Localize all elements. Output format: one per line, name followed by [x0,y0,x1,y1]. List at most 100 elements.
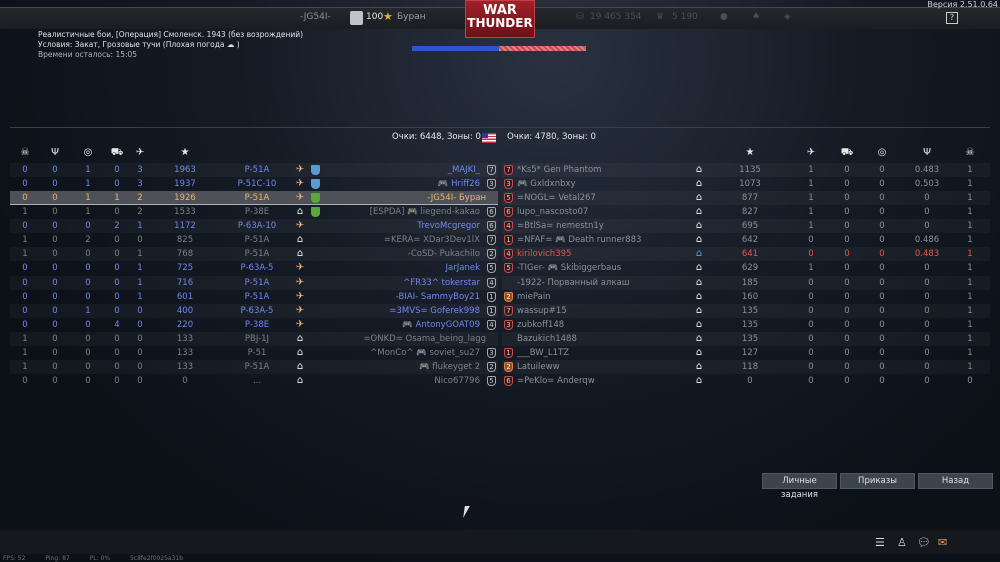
stat-cell: 0 [844,277,850,288]
parachute-icon: ⌂ [695,192,703,204]
score-cell: 0 [747,376,753,387]
player-name[interactable]: 🎮 flukeyget 2 [419,361,480,372]
back-button[interactable]: Назад [918,473,993,489]
table-row[interactable]: 7 wassup#15 ⌂ 135 0 0 0 0 1 [502,304,990,318]
table-row[interactable]: 2 Latuileww ⌂ 118 0 0 0 0 1 [502,360,990,374]
player-name[interactable]: ^FR33^ tokerstar [403,277,480,288]
table-row[interactable]: 1 0 0 0 0 133 P-51 ⌂ ^MonCo^ 🎮 soviet_su27 3 [10,346,498,360]
player-name[interactable]: _MAJKI_ [447,165,480,175]
personal-tasks-button[interactable]: Личные задания [762,473,837,500]
table-row[interactable]: 4 =BtlSa= nemestn1y ⌂ 695 1 0 0 0 1 [502,219,990,233]
table-row[interactable]: 1 0 2 0 0 825 P-51A ⌂ =KERA= XDar3Dev1lX 7 [10,233,498,247]
player-name[interactable]: 🎮 Gxldxnbxy [517,179,576,190]
player-name[interactable]: Bazukich1488 [517,333,577,344]
table-row[interactable]: 3 zubkoff148 ⌂ 135 0 0 0 0 1 [502,318,990,332]
player-name[interactable]: miePain [517,291,551,302]
squad-badge-icon [311,207,320,218]
player-name[interactable]: -BIAI- SammyBoy21 [395,291,480,302]
score-cell: 725 [176,263,194,274]
player-name[interactable]: Latuileww [517,361,560,372]
stat-cell: 1 [967,361,973,372]
stat-cell: 0 [924,193,930,204]
table-row[interactable]: 1 ___BW_L1TZ ⌂ 127 0 0 0 0 1 [502,346,990,360]
parachute-icon: ⌂ [695,332,703,344]
list-icon[interactable]: ☰ [875,536,885,549]
table-row[interactable]: 5 =NOGL= Vetal267 ⌂ 877 1 0 0 0 1 [502,191,990,205]
player-name[interactable]: *Ks5* Gen Phantom [517,165,602,175]
table-row[interactable]: 0 0 1 0 3 1963 P-51A ✈ _MAJKI_ 7 [10,163,498,177]
parachute-icon: ⌂ [695,248,703,260]
table-row[interactable]: 0 0 0 2 1 1172 P-63A-10 ✈ TrevoMcgregor 6 [10,219,498,233]
stat-cell: 1 [967,179,973,190]
vehicle-name: P-51A [244,165,270,175]
table-row[interactable]: 0 0 1 0 3 1937 P-51C-10 ✈ 🎮 Hriff26 3 [10,177,498,191]
player-name[interactable]: TrevoMcgregor [417,221,480,232]
table-row[interactable]: 0 0 0 4 0 220 P-38E ✈ 🎮 AntonyGOAT09 4 [10,318,498,332]
table-row[interactable]: 3 🎮 Gxldxnbxy ⌂ 1073 1 0 0 0.503 1 [502,177,990,191]
player-name[interactable]: =NFAF= 🎮 Death runner883 [517,235,642,246]
table-row[interactable]: 1 0 0 0 1 768 P-51A ⌂ -CoSD- Pukachilo 2 [10,247,498,261]
player-name[interactable]: -CoSD- Pukachilo [407,249,480,260]
rank-icon: 4 [504,249,513,260]
table-row[interactable]: 0 0 0 0 1 725 P-63A-5 ✈ JarJanek 5 [10,261,498,275]
player-name[interactable]: -TIGer- 🎮 Skibiggerbaus [517,263,622,274]
table-row[interactable]: 5 -TIGer- 🎮 Skibiggerbaus ⌂ 629 1 0 0 0 1 [502,261,990,275]
player-name[interactable]: =ONKD= Osama_being_lagg [363,333,486,344]
mail-icon[interactable]: ✉ [938,536,948,549]
vehicle-name: ... [252,376,262,387]
player-name[interactable]: wassup#15 [517,305,567,316]
table-row[interactable]: 7 *Ks5* Gen Phantom ⌂ 1135 1 0 0 0.483 1 [502,163,990,177]
player-name[interactable]: 🎮 Hriff26 [437,179,480,190]
stat-cell: 0 [808,235,814,246]
table-row[interactable]: 2 miePain ⌂ 160 0 0 0 0 1 [502,290,990,304]
stat-cell: 0.483 [914,165,940,175]
table-row[interactable]: 1 =NFAF= 🎮 Death runner883 ⌂ 642 0 0 0 0.486 1 [502,233,990,247]
orders-button[interactable]: Приказы [840,473,915,489]
table-row[interactable]: 1 0 0 0 0 133 PBJ-1J ⌂ =ONKD= Osama_being_lagg [10,332,498,346]
table-row[interactable]: 4 kirilovich395 ⌂ 641 0 0 0 0.483 1 [502,247,990,261]
table-row[interactable]: 0 0 0 0 1 716 P-51A ✈ ^FR33^ tokerstar 4 [10,276,498,290]
table-row[interactable]: 0 0 1 0 0 400 P-63A-5 ✈ =3MVS= Goferek998 1 [10,304,498,318]
player-name[interactable]: [ESPDA] 🎮 liegend-kakao [369,207,480,218]
table-row[interactable]: Bazukich1488 ⌂ 135 0 0 0 0 1 [502,332,990,346]
eagles-balance: 5 190 [672,12,698,22]
rank-icon: 4 [487,319,496,330]
stat-cell: 0 [52,193,58,204]
avatar[interactable] [350,11,363,25]
player-name[interactable]: =NOGL= Vetal267 [517,193,596,204]
stat-cell: 0 [114,207,120,218]
player-name[interactable]: JarJanek [445,263,480,274]
score-cell: 133 [176,333,194,344]
player-name[interactable]: -1922- Порванный алкаш [517,277,630,288]
chat-icon[interactable]: 💬︎ [917,536,931,549]
player-name[interactable]: =BtlSa= nemestn1y [517,221,604,232]
score-cell: 135 [741,319,759,330]
player-name[interactable]: 🎮 AntonyGOAT09 [402,319,480,330]
player-name[interactable]: zubkoff148 [517,319,565,330]
player-name[interactable]: =3MVS= Goferek998 [389,305,480,316]
player-name[interactable]: -JG54I- Буран [427,193,486,204]
table-row[interactable]: 6 lupo_nascosto07 ⌂ 827 1 0 0 0 1 [502,205,990,219]
player-name[interactable]: ^MonCo^ 🎮 soviet_su27 [370,347,480,358]
vehicle-name: P-51A [244,235,270,246]
table-row[interactable]: 1 0 1 0 2 1533 P-38E ⌂ [ESPDA] 🎮 liegend-kakao 6 [10,205,498,219]
table-row[interactable]: -1922- Порванный алкаш ⌂ 185 0 0 0 0 1 [502,276,990,290]
stat-cell: 0 [879,207,885,218]
vehicle-name: P-51A [244,249,270,260]
help-button[interactable]: ? [946,12,958,24]
player-name[interactable]: Nico67796 [434,376,480,387]
stat-cell: 0 [879,263,885,274]
player-name[interactable]: kirilovich395 [517,249,572,260]
player-name[interactable]: lupo_nascosto07 [517,207,589,218]
player-name[interactable]: ___BW_L1TZ [517,347,570,358]
table-row[interactable]: 0 0 1 1 2 1926 P-51A ✈ -JG54I- Буран [10,191,498,206]
table-row[interactable]: 6 =PeKlo= Anderqw ⌂ 0 0 0 0 0 0 [502,374,990,388]
stat-cell: 4 [114,319,120,330]
table-row[interactable]: 0 0 0 0 0 0... ⌂ Nico67796 5 [10,374,498,388]
player-name[interactable]: =PeKlo= Anderqw [517,376,595,387]
friends-icon[interactable]: ♙ [897,536,907,549]
table-row[interactable]: 0 0 0 0 1 601 P-51A ✈ -BIAI- SammyBoy21 1 [10,290,498,304]
stat-cell: 0 [52,277,58,288]
table-row[interactable]: 1 0 0 0 0 133 P-51A ⌂ 🎮 flukeyget 2 2 [10,360,498,374]
player-name[interactable]: =KERA= XDar3Dev1lX [383,235,480,246]
